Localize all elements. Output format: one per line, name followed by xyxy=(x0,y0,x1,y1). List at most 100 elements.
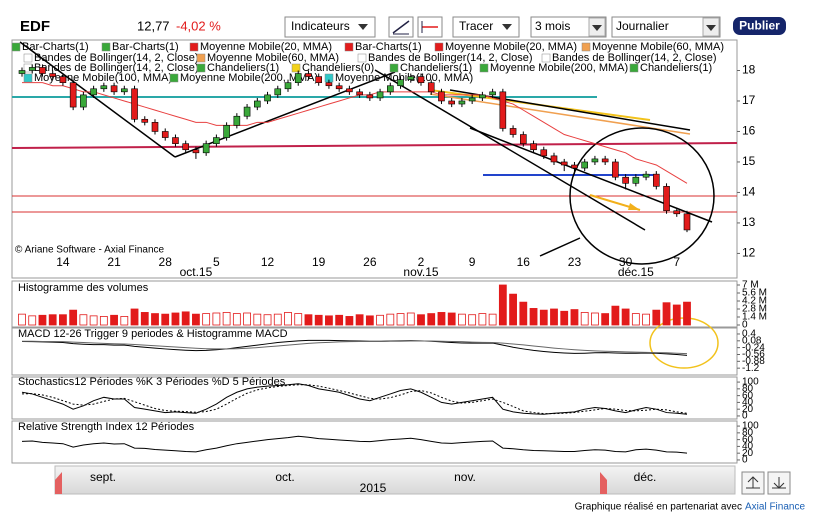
candle-body xyxy=(192,149,200,154)
volume-bar xyxy=(406,312,415,326)
candle-body xyxy=(448,100,455,105)
y-tick-label: 15 xyxy=(742,154,756,168)
candle-body xyxy=(387,85,394,93)
dropdown-label[interactable]: Tracer xyxy=(459,19,493,33)
select-box[interactable] xyxy=(611,16,721,38)
footer-link[interactable]: Axial Finance xyxy=(745,502,805,513)
y-tick-label: -0.24 xyxy=(742,342,765,353)
navigator-month: déc. xyxy=(634,470,657,484)
dropdown-label[interactable]: Indicateurs xyxy=(291,19,350,33)
candle-body xyxy=(28,67,36,71)
volume-bar xyxy=(212,312,221,326)
price-panel xyxy=(11,39,738,279)
volume-bar xyxy=(458,313,466,326)
volume-bar xyxy=(652,309,661,326)
volume-bar xyxy=(263,314,272,326)
select-label[interactable]: Journalier xyxy=(616,19,669,33)
nav-icon xyxy=(746,476,760,489)
candle-body xyxy=(489,91,496,96)
candle-body xyxy=(233,115,241,126)
volume-bar xyxy=(539,309,548,326)
legend-entry: Bandes de Bollinger(14, 2, Close) xyxy=(368,52,532,64)
publish-button[interactable]: Publier xyxy=(733,17,786,35)
volume-bar xyxy=(642,313,650,326)
volume-bar xyxy=(478,313,487,326)
trend-line xyxy=(174,71,396,158)
candle-body xyxy=(202,143,210,154)
x-tick-label: 21 xyxy=(107,255,121,269)
legend-swatch xyxy=(196,63,206,73)
trend-line xyxy=(19,41,176,158)
dropdown-arrow xyxy=(358,24,368,30)
y-tick-label: 40 xyxy=(742,441,754,452)
candle-body xyxy=(458,100,466,105)
candle-body xyxy=(407,76,415,80)
legend-swatch xyxy=(101,42,111,52)
candle-body xyxy=(653,173,660,187)
volume-bar xyxy=(18,313,26,326)
legend-swatch xyxy=(11,42,21,52)
x-tick-label: 28 xyxy=(159,255,173,269)
volume-bar xyxy=(519,301,528,326)
y-tick-label: 17 xyxy=(742,93,756,107)
candle-body xyxy=(100,85,108,90)
y-tick-label: 4.2 M xyxy=(742,296,767,307)
price-change: -4,02 % xyxy=(176,18,221,33)
y-tick-label: 1.4 M xyxy=(742,312,767,323)
interval-select[interactable]: Journalier xyxy=(611,16,721,38)
x-tick-label: 9 xyxy=(469,255,476,269)
volume-bar xyxy=(161,313,170,326)
volume-bar xyxy=(202,313,211,326)
volume-bar xyxy=(222,312,231,326)
candle-body xyxy=(632,176,640,184)
y-tick-label: -0.56 xyxy=(742,349,765,360)
legend-swatch xyxy=(434,42,444,52)
candle-body xyxy=(294,73,302,83)
indicators-dropdown[interactable]: Indicateurs xyxy=(284,16,376,38)
volume-bar xyxy=(345,316,354,326)
period-select[interactable]: 3 mois xyxy=(530,16,607,38)
x-tick-label: 30 xyxy=(619,255,633,269)
navigator-handle[interactable] xyxy=(55,472,62,494)
indicator-line xyxy=(21,339,688,356)
tracer-dropdown[interactable]: Tracer xyxy=(452,16,520,38)
x-tick-label: 2 xyxy=(418,255,425,269)
legend-entry: Bar-Charts(1) xyxy=(355,41,422,53)
y-tick-label: 40 xyxy=(742,397,754,408)
volume-bar xyxy=(89,315,98,326)
legend-entry: Chandeliers(0) xyxy=(302,62,374,74)
dropdown-box[interactable] xyxy=(452,16,520,38)
button-label[interactable]: Publier xyxy=(739,19,780,33)
select-box[interactable] xyxy=(530,16,607,38)
y-tick-label: 0 xyxy=(742,411,748,422)
candle-body xyxy=(151,122,159,132)
volume-bar xyxy=(570,309,579,326)
candle-body xyxy=(571,164,578,169)
volume-bar xyxy=(427,313,436,326)
dropdown-box[interactable] xyxy=(284,16,376,38)
select-label[interactable]: 3 mois xyxy=(535,19,570,33)
draw-hline-button[interactable] xyxy=(417,16,443,38)
volume-bar xyxy=(243,312,251,326)
navigator[interactable] xyxy=(54,465,791,495)
volume-bar xyxy=(437,312,446,326)
candle-body xyxy=(305,73,312,77)
indicator-line xyxy=(21,383,688,415)
x-tick-label: 14 xyxy=(56,255,70,269)
button-bg[interactable] xyxy=(733,17,786,35)
legend-entry: Chandeliers(1) xyxy=(400,62,472,74)
navigator-handle[interactable] xyxy=(600,472,607,494)
candle-body xyxy=(591,158,599,163)
navigator-track[interactable] xyxy=(54,465,736,495)
candle-body xyxy=(161,131,169,138)
volume-bar xyxy=(386,313,395,326)
month-label: nov.15 xyxy=(403,265,438,279)
legend-swatch xyxy=(169,73,179,83)
x-tick-label: 7 xyxy=(673,255,680,269)
legend-entry: Moyenne Mobile(60, MMA) xyxy=(207,52,339,64)
y-tick-label: 0.4 xyxy=(742,329,756,340)
draw-line-button[interactable] xyxy=(388,16,414,38)
y-tick-label: 12 xyxy=(742,246,756,260)
volume-panel xyxy=(11,280,738,328)
candle-body xyxy=(601,158,609,163)
